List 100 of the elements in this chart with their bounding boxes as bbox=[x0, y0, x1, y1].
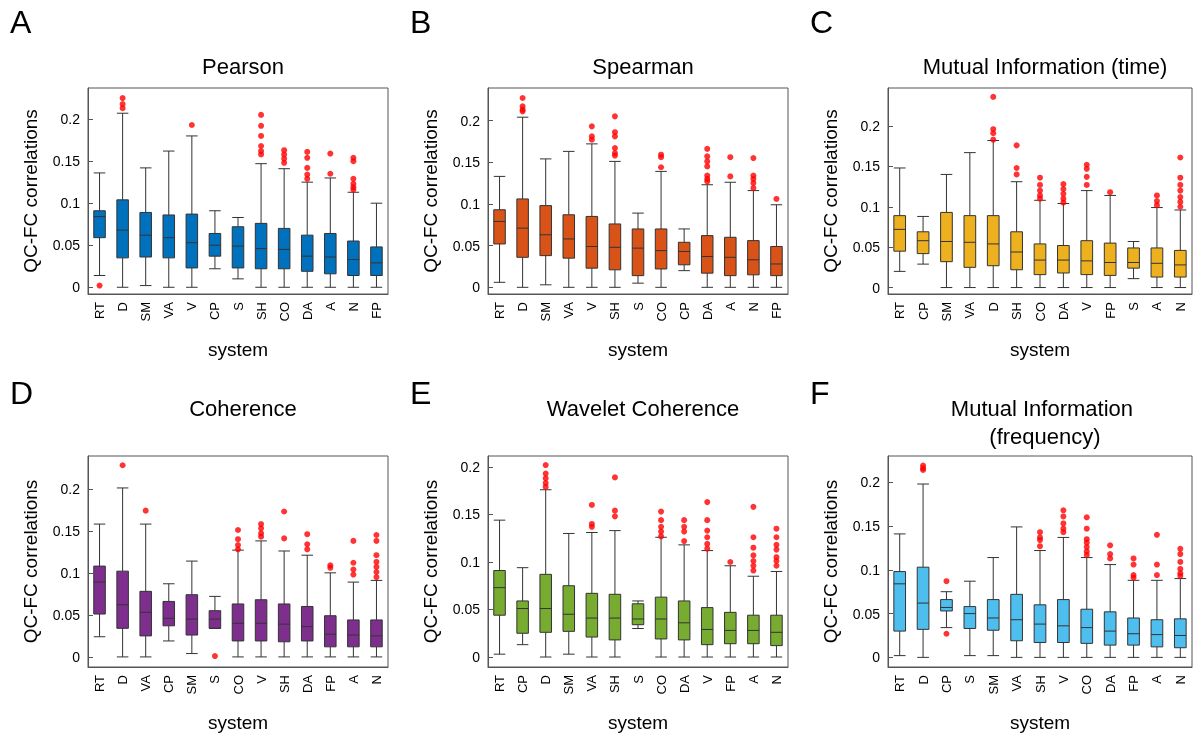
y-tick-label: 0.15 bbox=[852, 518, 881, 535]
x-tick-label: SH bbox=[1032, 675, 1048, 694]
x-tick-label: VA bbox=[561, 301, 577, 319]
text: D bbox=[10, 375, 34, 412]
x-tick-label: RT bbox=[92, 674, 108, 693]
chart-title: Mutual Information (time) bbox=[922, 53, 1168, 79]
x-tick-label: RT bbox=[492, 674, 508, 693]
x-tick-label: CO bbox=[653, 675, 669, 695]
y-tick-label: 0 bbox=[472, 649, 481, 666]
y-tick-label: 0.1 bbox=[460, 553, 481, 570]
x-tick-label: N bbox=[1172, 675, 1188, 685]
x-tick-label: FP bbox=[322, 675, 338, 692]
x-axis-title: system bbox=[207, 712, 269, 733]
x-tick-label: S bbox=[207, 674, 223, 684]
x-tick-label: CP bbox=[938, 675, 954, 694]
x-tick-label: N bbox=[768, 675, 784, 685]
x-axis-title: system bbox=[607, 712, 669, 733]
x-tick-label: DA bbox=[299, 674, 315, 694]
text: B bbox=[410, 4, 432, 41]
x-tick-label: V bbox=[584, 301, 600, 311]
y-tick-label: 0.2 bbox=[860, 117, 881, 134]
x-tick-label: V bbox=[1079, 301, 1095, 311]
x-tick-label: SH bbox=[607, 675, 623, 694]
x-tick-label: N bbox=[368, 675, 384, 685]
x-tick-label: FP bbox=[1126, 675, 1142, 692]
y-tick-label: 0 bbox=[72, 279, 81, 296]
y-tick-label: 0.1 bbox=[860, 561, 881, 578]
y-tick-label: 0.15 bbox=[52, 522, 81, 539]
x-tick-label: N bbox=[1172, 302, 1188, 312]
text: A bbox=[10, 4, 32, 41]
x-tick-label: CO bbox=[1079, 675, 1095, 695]
x-tick-label: DA bbox=[299, 301, 315, 321]
x-tick-label: V bbox=[184, 301, 200, 311]
x-tick-label: D bbox=[515, 302, 531, 312]
x-tick-label: RT bbox=[892, 301, 908, 320]
text: E bbox=[410, 375, 432, 412]
y-tick-label: 0.2 bbox=[60, 480, 81, 497]
y-tick-label: 0.05 bbox=[852, 605, 881, 622]
y-axis-title: QC-FC correlations bbox=[420, 109, 441, 273]
y-axis-title: QC-FC correlations bbox=[820, 479, 841, 644]
y-tick-label: 0 bbox=[872, 279, 881, 296]
x-tick-label: CO bbox=[1032, 302, 1048, 322]
chart-title: Spearman bbox=[592, 53, 694, 79]
x-tick-label: FP bbox=[368, 302, 384, 319]
x-tick-label: D bbox=[915, 675, 931, 685]
y-tick-label: 0.2 bbox=[460, 458, 481, 475]
x-tick-label: SH bbox=[1009, 302, 1025, 321]
y-tick-label: 0.2 bbox=[860, 474, 881, 491]
y-tick-label: 0.05 bbox=[452, 237, 481, 254]
x-tick-label: SH bbox=[276, 675, 292, 694]
x-tick-label: FP bbox=[1102, 302, 1118, 319]
x-tick-label: V bbox=[253, 674, 269, 684]
y-tick-label: 0.1 bbox=[60, 564, 81, 581]
y-tick-label: 0.15 bbox=[52, 153, 81, 170]
x-axis-title: system bbox=[207, 339, 269, 360]
y-axis-title: QC-FC correlations bbox=[20, 479, 41, 644]
x-tick-label: S bbox=[230, 301, 246, 311]
x-tick-label: VA bbox=[1009, 674, 1025, 692]
x-tick-label: A bbox=[322, 301, 338, 311]
y-axis-title: QC-FC correlations bbox=[420, 479, 441, 644]
y-tick-label: 0.1 bbox=[60, 195, 81, 212]
y-axis-title: QC-FC correlations bbox=[820, 109, 841, 273]
x-tick-label: RT bbox=[92, 301, 108, 320]
x-tick-label: SH bbox=[253, 302, 269, 321]
x-tick-label: CP bbox=[915, 302, 931, 321]
x-tick-label: SM bbox=[184, 675, 200, 695]
chart-title: Coherence bbox=[189, 395, 297, 421]
x-tick-label: FP bbox=[768, 302, 784, 319]
x-tick-label: N bbox=[345, 302, 361, 312]
x-tick-label: CP bbox=[161, 675, 177, 694]
x-tick-label: VA bbox=[962, 301, 978, 319]
x-tick-label: DA bbox=[1055, 301, 1071, 321]
x-tick-label: CP bbox=[515, 675, 531, 694]
y-axis-title: QC-FC correlations bbox=[20, 109, 41, 273]
x-tick-label: CO bbox=[276, 302, 292, 322]
x-tick-label: N bbox=[745, 302, 761, 312]
x-tick-label: D bbox=[538, 675, 554, 685]
x-tick-label: RT bbox=[492, 301, 508, 320]
y-tick-label: 0.2 bbox=[60, 111, 81, 128]
x-tick-label: DA bbox=[676, 674, 692, 694]
x-tick-label: SM bbox=[561, 675, 577, 695]
x-tick-label: A bbox=[345, 674, 361, 684]
y-tick-label: 0 bbox=[72, 648, 81, 665]
chart-title: Pearson bbox=[202, 53, 284, 79]
x-tick-label: VA bbox=[138, 674, 154, 692]
y-tick-label: 0.05 bbox=[852, 239, 881, 256]
y-tick-label: 0 bbox=[472, 279, 481, 296]
x-tick-label: SH bbox=[607, 302, 623, 321]
x-tick-label: CP bbox=[676, 302, 692, 321]
x-tick-label: SM bbox=[138, 302, 154, 322]
y-tick-label: 0.15 bbox=[452, 154, 481, 171]
y-tick-label: 0.1 bbox=[860, 198, 881, 215]
x-tick-label: V bbox=[1055, 674, 1071, 684]
x-tick-label: S bbox=[630, 674, 646, 684]
x-tick-label: DA bbox=[1102, 674, 1118, 694]
x-tick-label: A bbox=[722, 301, 738, 311]
x-tick-label: SM bbox=[985, 675, 1001, 695]
y-tick-label: 0.05 bbox=[52, 606, 81, 623]
y-tick-label: 0.05 bbox=[52, 237, 81, 254]
x-tick-label: A bbox=[745, 674, 761, 684]
